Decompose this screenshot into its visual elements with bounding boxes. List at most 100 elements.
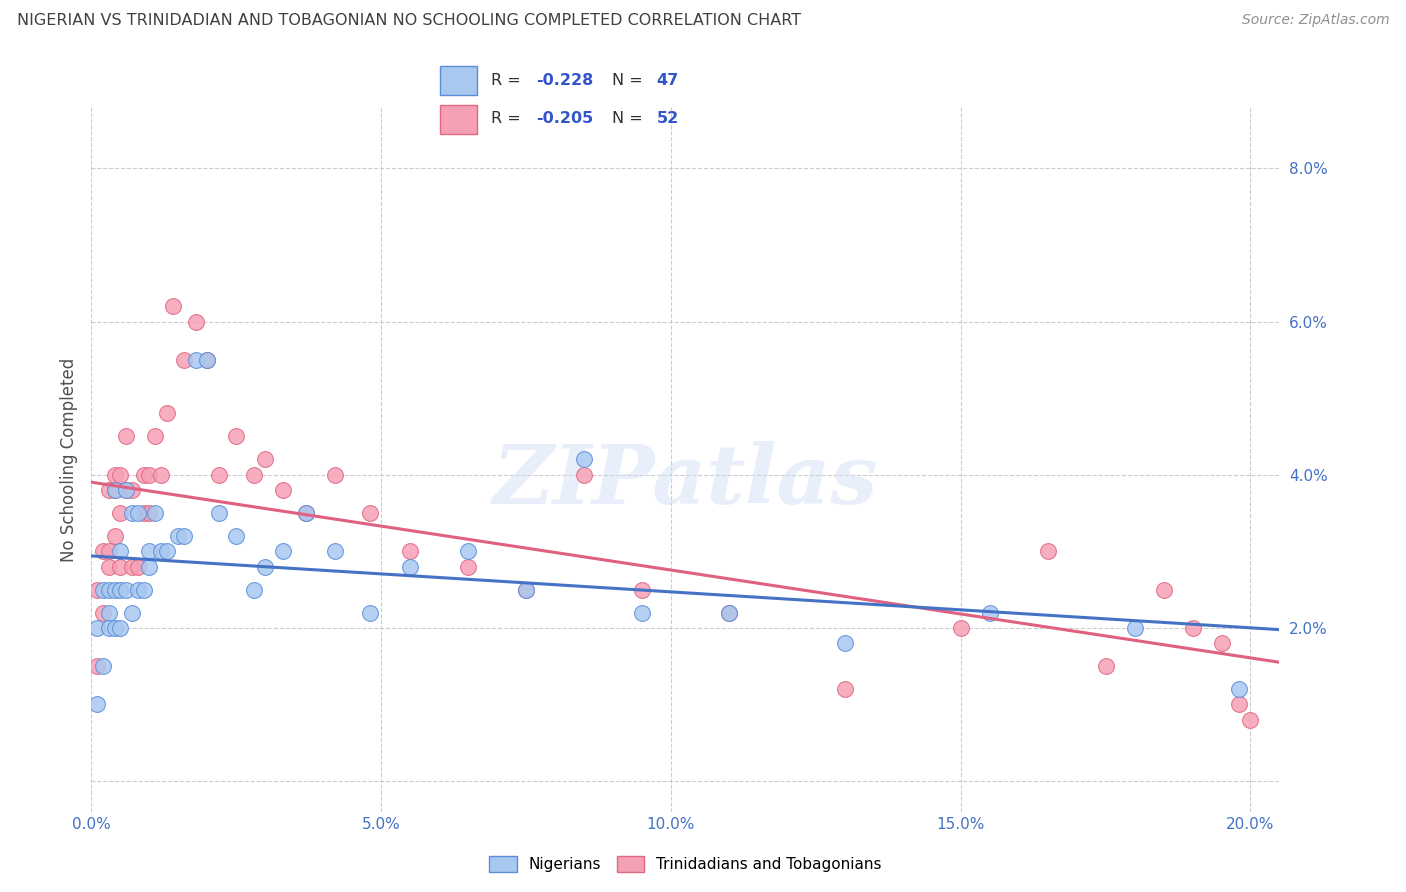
Point [515,582,537,597]
Point [295,506,318,520]
Point [184,352,207,367]
Point [323,544,346,558]
Point [1227,698,1250,712]
Point [103,483,125,497]
Y-axis label: No Schooling Completed: No Schooling Completed [59,358,77,561]
Point [97,559,120,574]
Point [103,467,125,482]
Point [110,582,132,597]
Point [1227,682,1250,697]
Point [979,606,1001,620]
Point [173,529,195,543]
Point [631,606,654,620]
Point [149,467,172,482]
Point [121,559,143,574]
Point [195,352,218,367]
Point [271,544,294,558]
Point [97,483,120,497]
Point [132,467,155,482]
Point [184,314,207,328]
Bar [440,67,477,95]
Point [515,582,537,597]
Point [91,544,114,558]
Point [295,506,318,520]
Point [121,506,143,520]
Point [834,636,856,650]
Text: N =: N = [612,73,648,88]
Point [138,559,160,574]
Point [115,582,138,597]
Point [110,559,132,574]
Point [103,582,125,597]
Point [359,606,381,620]
Point [717,606,740,620]
Point [359,506,381,520]
Text: NIGERIAN VS TRINIDADIAN AND TOBAGONIAN NO SCHOOLING COMPLETED CORRELATION CHART: NIGERIAN VS TRINIDADIAN AND TOBAGONIAN N… [17,13,801,29]
Point [457,544,479,558]
Point [195,352,218,367]
Point [127,559,149,574]
Point [97,621,120,635]
Point [115,483,138,497]
Point [1211,636,1233,650]
Point [323,467,346,482]
Point [949,621,972,635]
Point [138,506,160,520]
Text: N =: N = [612,112,648,127]
Point [86,698,108,712]
Point [1181,621,1204,635]
Point [156,544,179,558]
Point [103,621,125,635]
Point [97,606,120,620]
Point [127,506,149,520]
Point [110,467,132,482]
Point [97,582,120,597]
Point [121,606,143,620]
Text: -0.228: -0.228 [536,73,593,88]
Bar [440,105,477,134]
Point [86,621,108,635]
Point [103,483,125,497]
Point [103,529,125,543]
Point [271,483,294,497]
Point [457,559,479,574]
Point [110,621,132,635]
Point [86,582,108,597]
Point [254,559,277,574]
Legend: Nigerians, Trinidadians and Tobagonians: Nigerians, Trinidadians and Tobagonians [482,850,889,878]
Point [149,544,172,558]
Point [572,467,595,482]
Point [91,582,114,597]
Point [143,429,166,443]
Point [110,544,132,558]
Text: Source: ZipAtlas.com: Source: ZipAtlas.com [1241,13,1389,28]
Point [1123,621,1146,635]
Point [834,682,856,697]
Point [167,529,190,543]
Point [1036,544,1059,558]
Point [97,544,120,558]
Point [162,299,184,313]
Point [138,467,160,482]
Point [132,582,155,597]
Point [631,582,654,597]
Point [115,483,138,497]
Point [91,659,114,673]
Text: 52: 52 [657,112,679,127]
Text: R =: R = [491,73,526,88]
Text: ZIPatlas: ZIPatlas [492,441,879,521]
Point [127,582,149,597]
Point [225,529,247,543]
Text: -0.205: -0.205 [536,112,593,127]
Point [173,352,195,367]
Point [138,544,160,558]
Point [121,483,143,497]
Point [254,452,277,467]
Point [110,506,132,520]
Text: 47: 47 [657,73,679,88]
Point [91,606,114,620]
Point [86,659,108,673]
Point [242,467,264,482]
Point [156,406,179,420]
Point [143,506,166,520]
